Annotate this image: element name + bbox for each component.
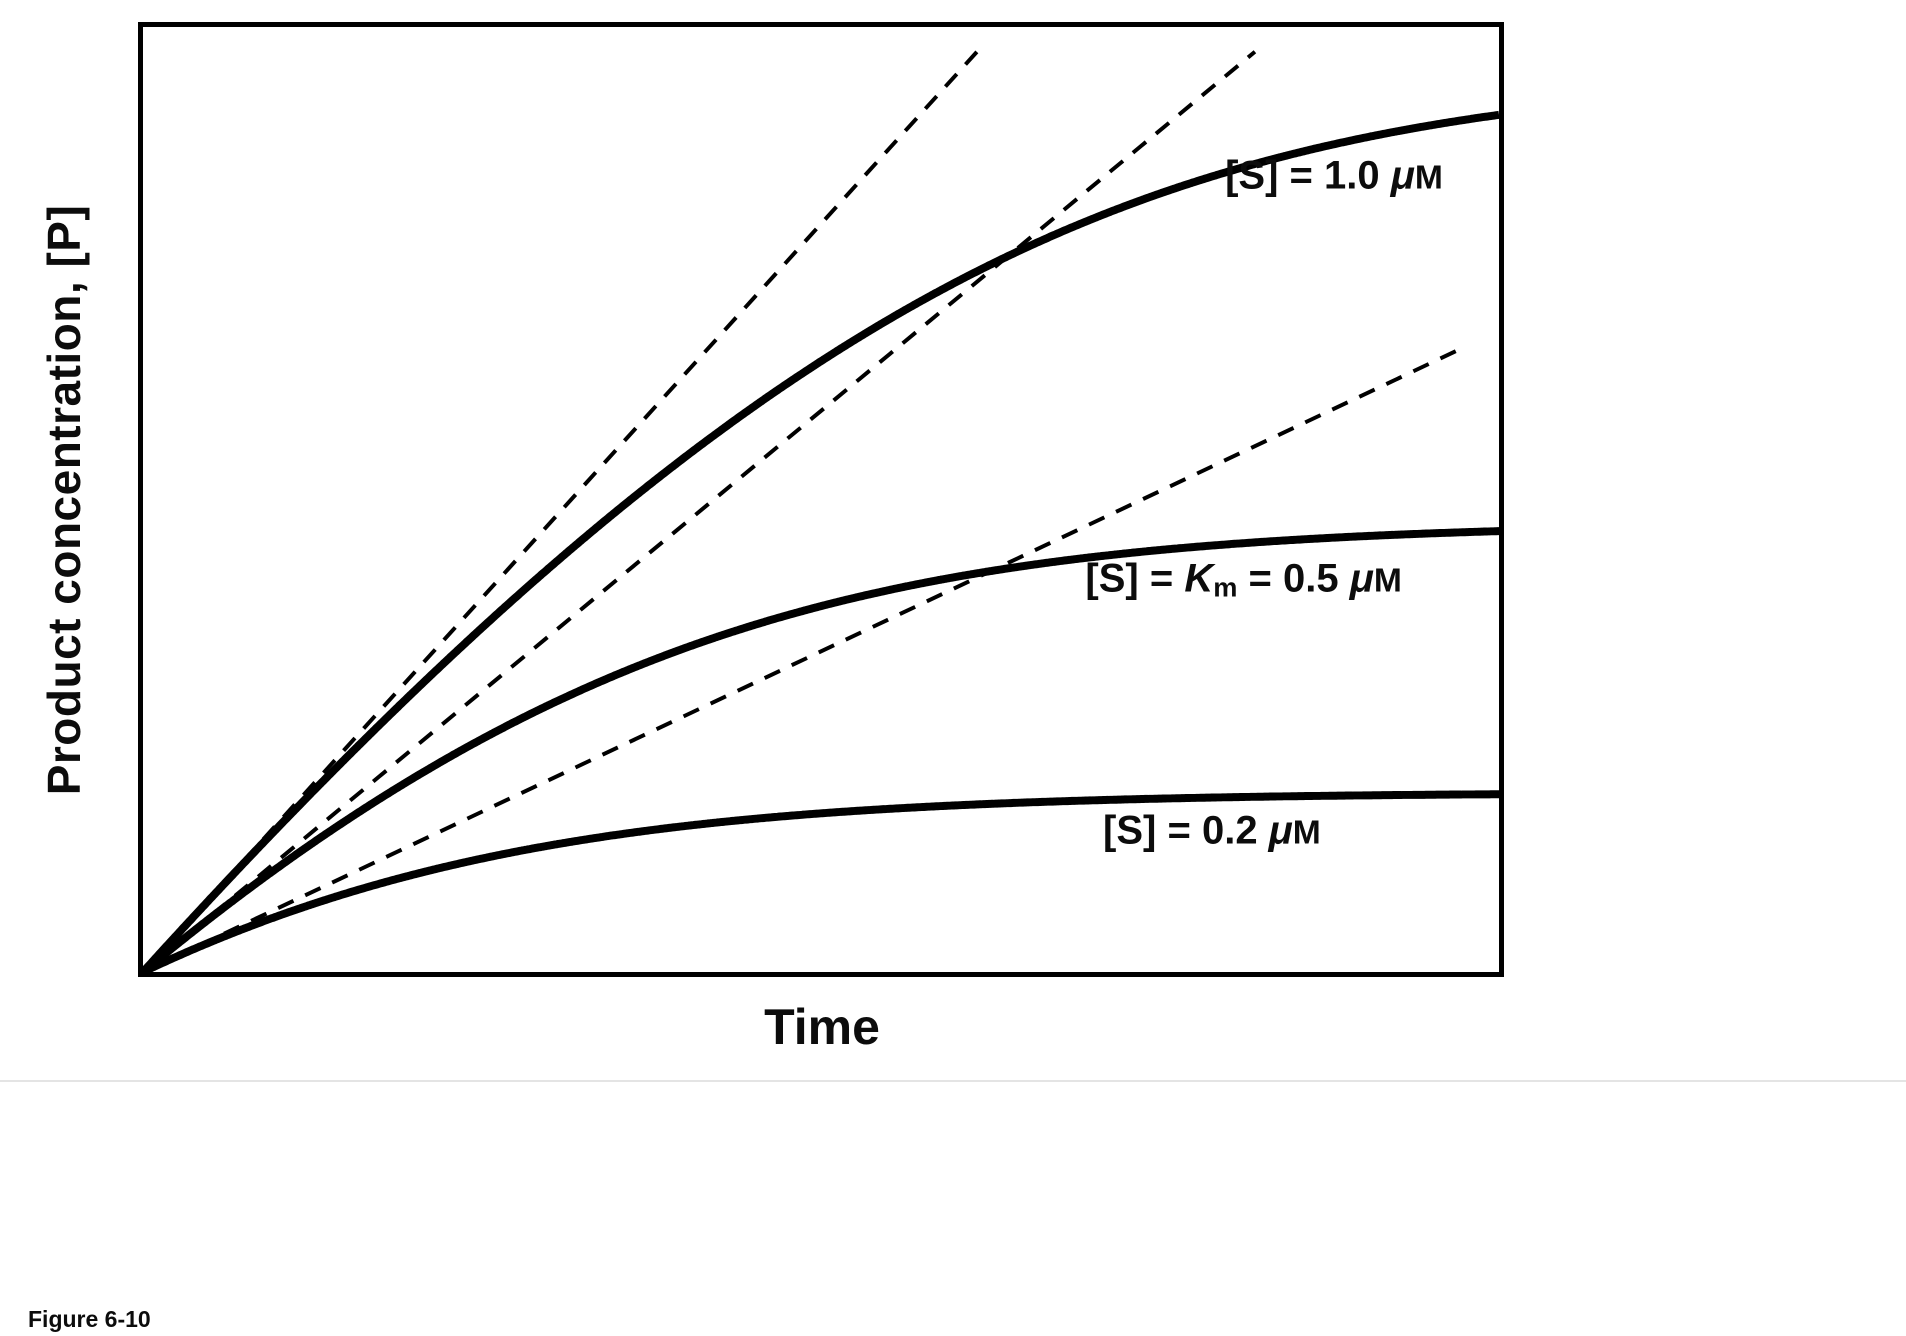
figure-caption: Figure 6-10 [28, 1306, 151, 1332]
curve-label-s1: [S] = 1.0 μM [1225, 153, 1443, 198]
bottom-divider [0, 1080, 1906, 1082]
y-axis-label: Product concentration, [P] [38, 204, 90, 796]
progress-curve-s3 [143, 790, 1499, 972]
initial-velocity-tangent-s3 [143, 348, 1460, 972]
progress-curve-s1 [143, 110, 1499, 972]
x-axis-label: Time [764, 999, 880, 1055]
initial-velocity-tangent-s2 [143, 50, 1257, 972]
curve-label-s3: [S] = 0.2 μM [1103, 808, 1321, 853]
chart-svg [143, 42, 1499, 972]
progress-curve-s2 [143, 527, 1499, 972]
plot-area: [S] = 1.0 μM [S] = Km = 0.5 μM [S] = 0.2… [138, 22, 1504, 977]
curve-label-s2: [S] = Km = 0.5 μM [1085, 556, 1402, 603]
